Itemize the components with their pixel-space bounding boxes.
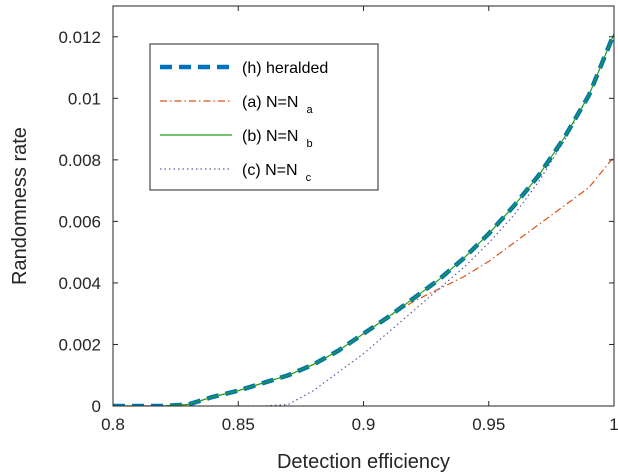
y-tick-label: 0.008 [58, 151, 101, 170]
y-tick-label: 0.004 [58, 274, 101, 293]
legend-label-subscript: b [306, 138, 312, 150]
x-tick-label: 1 [609, 415, 618, 434]
series-line-3 [113, 33, 614, 406]
series-line-2 [113, 156, 614, 406]
legend-label: (c) N=N [242, 162, 298, 179]
y-tick-label: 0.006 [58, 212, 101, 231]
y-tick-label: 0.002 [58, 335, 101, 354]
legend: (h) heralded (a) N=N a (b) N=N b (c) N=N c [149, 43, 379, 191]
y-tick-label: 0.012 [58, 28, 101, 47]
x-tick-label: 0.9 [352, 415, 376, 434]
series-line-4 [113, 33, 614, 406]
x-tick-label: 0.8 [101, 415, 125, 434]
legend-label-subscript: a [306, 104, 313, 116]
series-layer [113, 32, 614, 406]
x-tick-label: 0.85 [222, 415, 255, 434]
x-tick-label: 0.95 [472, 415, 505, 434]
legend-label: (h) heralded [242, 60, 328, 77]
legend-label: (b) N=N [242, 128, 298, 145]
ticks-layer: 0.8 0.85 0.9 0.95 1 0 0.002 0.004 0.006 0.008 0.01… [58, 6, 618, 434]
y-tick-label: 0 [92, 397, 101, 416]
legend-label: (a) N=N [242, 94, 298, 111]
x-axis-label: Detection efficiency [277, 451, 450, 473]
y-axis-label: Randomness rate [9, 127, 31, 285]
y-tick-label: 0.01 [68, 89, 101, 108]
legend-label-subscript: c [306, 172, 312, 184]
